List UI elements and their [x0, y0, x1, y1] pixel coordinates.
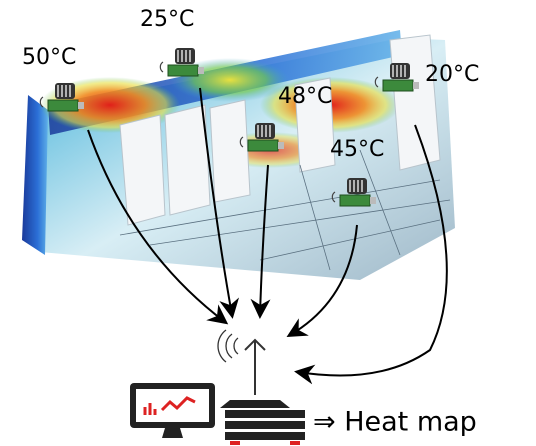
wall — [22, 95, 48, 255]
receiver: ⇒ Heat map — [130, 330, 477, 445]
output-label: ⇒ Heat map — [313, 407, 477, 438]
temperature-label: 45°C — [330, 137, 384, 162]
temperature-label: 20°C — [425, 62, 479, 87]
temperature-label: 25°C — [140, 7, 194, 32]
temperature-label: 48°C — [278, 84, 332, 109]
router — [220, 400, 305, 445]
diagram: 50°C 25°C 48°C 45°C 20°C ⇒ Heat map — [0, 0, 536, 446]
temperature-label: 50°C — [22, 45, 76, 70]
